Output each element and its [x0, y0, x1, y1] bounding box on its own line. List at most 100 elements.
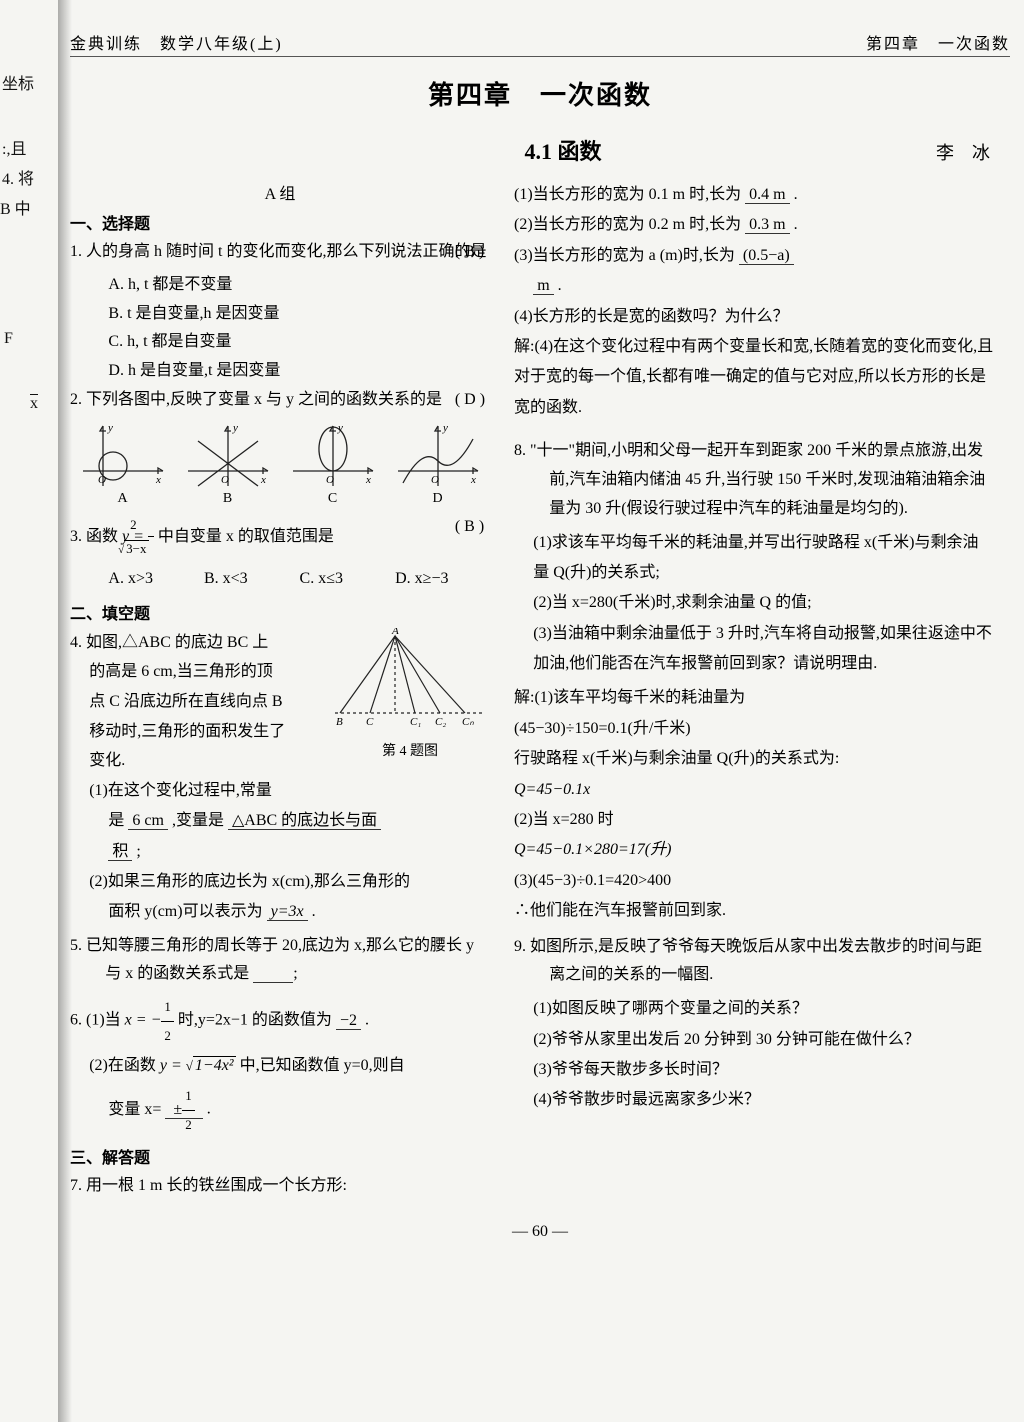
q4-blank2: △ABC 的底边长与面 — [228, 812, 381, 830]
svg-text:x: x — [260, 474, 266, 486]
q1-opt-b: B. t 是自变量,h 是因变量 — [108, 300, 490, 329]
q7-p3: (3)当长方形的宽为 a (m)时,长为 — [514, 247, 735, 264]
graph-b: Ox y — [183, 421, 273, 491]
question-2: 2. 下列各图中,反映了变量 x 与 y 之间的函数关系的是 ( D ) — [70, 386, 490, 415]
svg-text:y: y — [107, 422, 113, 434]
q6-p1a: 6. (1)当 — [70, 1012, 125, 1029]
q8-p1: (1)求该车平均每千米的耗油量,并写出行驶路程 x(千米)与剩余油量 Q(升)的… — [533, 528, 994, 589]
triangle-figure: A B C C₁ C₂ Cₙ 第 4 题图 — [330, 628, 490, 748]
figure-caption: 第 4 题图 — [330, 739, 490, 764]
q4-p2c: . — [312, 903, 316, 920]
q7-b3: (0.5−a) — [739, 247, 794, 265]
q1-opt-d: D. h 是自变量,t 是因变量 — [108, 357, 490, 386]
graph-c: Ox y — [288, 421, 378, 491]
q8-p2: (2)当 x=280(千米)时,求剩余油量 Q 的值; — [533, 588, 994, 618]
question-8: 8. "十一"期间,小明和父母一起开车到距家 200 千米的景点旅游,出发前,汽… — [514, 437, 994, 523]
q7-solution: 解:(4)在这个变化过程中有两个变量长和宽,长随着宽的变化而变化,且对于宽的每一… — [514, 332, 994, 423]
q7-p1e: . — [794, 186, 798, 203]
q7-p3e: . — [558, 277, 562, 294]
graph-b-label: B — [183, 491, 273, 507]
left-column: A 组 一、选择题 1. 人的身高 h 随时间 t 的变化而变化,那么下列说法正… — [70, 180, 490, 1205]
svg-text:y: y — [232, 422, 238, 434]
q6-p2c: 变量 x= — [70, 1101, 161, 1118]
q8-p3: (3)当油箱中剩余油量低于 3 升时,汽车将自动报警,如果往返途中不加油,他们能… — [533, 619, 994, 680]
q7-p2: (2)当长方形的宽为 0.2 m 时,长为 — [514, 216, 741, 233]
svg-text:O: O — [221, 474, 229, 486]
q7-p4: (4)长方形的长是宽的函数吗？为什么？ — [514, 302, 994, 332]
q7-b1: 0.4 m — [745, 186, 789, 204]
q8-s1: 解:(1)该车平均每千米的耗油量为 — [514, 683, 994, 713]
graph-a-label: A — [78, 491, 168, 507]
edge-frag: :,且 — [2, 135, 26, 159]
q8-s7: (3)(45−3)÷0.1=420>400 — [514, 866, 994, 896]
author: 李 冰 — [936, 139, 990, 165]
svg-text:C₂: C₂ — [435, 716, 446, 728]
svg-text:B: B — [336, 716, 343, 728]
page-number: — 60 — — [70, 1223, 1010, 1241]
q8-s3: 行驶路程 x(千米)与剩余油量 Q(升)的关系式为: — [514, 744, 994, 774]
q3-stem-pre: 3. 函数 — [70, 528, 122, 545]
svg-text:O: O — [98, 474, 106, 486]
q9-p3: (3)爷爷每天散步多长时间？ — [533, 1055, 994, 1085]
q8-s5: (2)当 x=280 时 — [514, 805, 994, 835]
q3-stem-mid: 中自变量 x 的取值范围是 — [154, 528, 334, 545]
graph-c-label: C — [288, 491, 378, 507]
section-title: 4.1 函数 — [190, 134, 936, 166]
q6-p2a: (2)在函数 — [70, 1057, 160, 1074]
q4-blank3: y=3x — [267, 903, 308, 921]
q4-p1a: (1)在这个变化过程中,常量 — [89, 782, 272, 799]
svg-text:x: x — [365, 474, 371, 486]
q9-p1: (1)如图反映了哪两个变量之间的关系？ — [533, 994, 994, 1024]
q3-opt-d: D. x≥−3 — [395, 565, 487, 594]
q4-blank1: 6 cm — [128, 812, 168, 830]
svg-text:y: y — [337, 422, 343, 434]
q6-blank1: −2 — [336, 1012, 361, 1030]
q8-s8: ∴他们能在汽车报警前回到家. — [514, 896, 994, 926]
chapter-title: 第四章 一次函数 — [70, 75, 1010, 112]
section-heading: 二、填空题 — [70, 600, 490, 624]
question-7-stem: 7. 用一根 1 m 长的铁丝围成一个长方形: — [70, 1172, 490, 1201]
header-left: 金典训练 数学八年级(上) — [70, 30, 283, 54]
q4-p2b: 面积 y(cm)可以表示为 — [89, 903, 262, 920]
question-9: 9. 如图所示,是反映了爷爷每天晚饭后从家中出发去散步的时间与距离之间的关系的一… — [514, 933, 994, 991]
graph-d-label: D — [393, 491, 483, 507]
q4-p2a: (2)如果三角形的底边长为 x(cm),那么三角形的 — [89, 873, 410, 890]
q5-end: ; — [293, 965, 297, 982]
q1-opt-a: A. h, t 都是不变量 — [108, 271, 490, 300]
q6-p2b: 中,已知函数值 y=0,则自 — [240, 1057, 405, 1074]
q4-p1c: ,变量是 — [172, 812, 224, 829]
edge-frag: 4. 将 — [2, 165, 34, 189]
q6-blank2: ±12 — [165, 1101, 202, 1119]
section-heading: 三、解答题 — [70, 1144, 490, 1168]
q3-options: A. x>3 B. x<3 C. x≤3 D. x≥−3 — [70, 565, 490, 594]
q9-p2: (2)爷爷从家里出发后 20 分钟到 30 分钟可能在做什么？ — [533, 1025, 994, 1055]
q7-p2e: . — [794, 216, 798, 233]
q1-options: A. h, t 都是不变量 B. t 是自变量,h 是因变量 C. h, t 都… — [70, 271, 490, 386]
q8-s6: Q=45−0.1×280=17(升) — [514, 835, 994, 865]
header-right: 第四章 一次函数 — [866, 30, 1010, 54]
q5-blank — [253, 965, 293, 983]
q1-stem: 1. 人的身高 h 随时间 t 的变化而变化,那么下列说法正确的是 — [70, 243, 486, 260]
q3-opt-a: A. x>3 — [108, 565, 200, 594]
q7-b3b: m — [533, 277, 553, 295]
q1-opt-c: C. h, t 都是自变量 — [108, 328, 490, 357]
q7-p1: (1)当长方形的宽为 0.1 m 时,长为 — [514, 186, 741, 203]
edge-frag: 坐标 — [2, 70, 34, 94]
section-heading: 一、选择题 — [70, 210, 490, 234]
question-6: 6. (1)当 x = −12 时,y=2x−1 的函数值为 −2 . (2)在… — [70, 993, 490, 1138]
svg-text:O: O — [431, 474, 439, 486]
q6-p1c: . — [365, 1012, 369, 1029]
q6-p1b: 时,y=2x−1 的函数值为 — [178, 1012, 332, 1029]
question-3: 3. 函数 y = 2√3−x 中自变量 x 的取值范围是 ( B ) — [70, 513, 490, 561]
graph-a: Oxy — [78, 421, 168, 491]
q8-s2: (45−30)÷150=0.1(升/千米) — [514, 714, 994, 744]
edge-frag: B 中 — [0, 195, 31, 219]
q8-s4: Q=45−0.1x — [514, 775, 994, 805]
edge-frag: F — [4, 330, 13, 348]
svg-text:O: O — [326, 474, 334, 486]
svg-text:C₁: C₁ — [410, 716, 421, 728]
svg-text:C: C — [366, 716, 374, 728]
question-1: 1. 人的身高 h 随时间 t 的变化而变化,那么下列说法正确的是 ( B ) — [70, 238, 490, 267]
q4-p1b: 是 — [89, 812, 124, 829]
q2-diagrams: Ox y A Ox y B — [70, 421, 490, 507]
